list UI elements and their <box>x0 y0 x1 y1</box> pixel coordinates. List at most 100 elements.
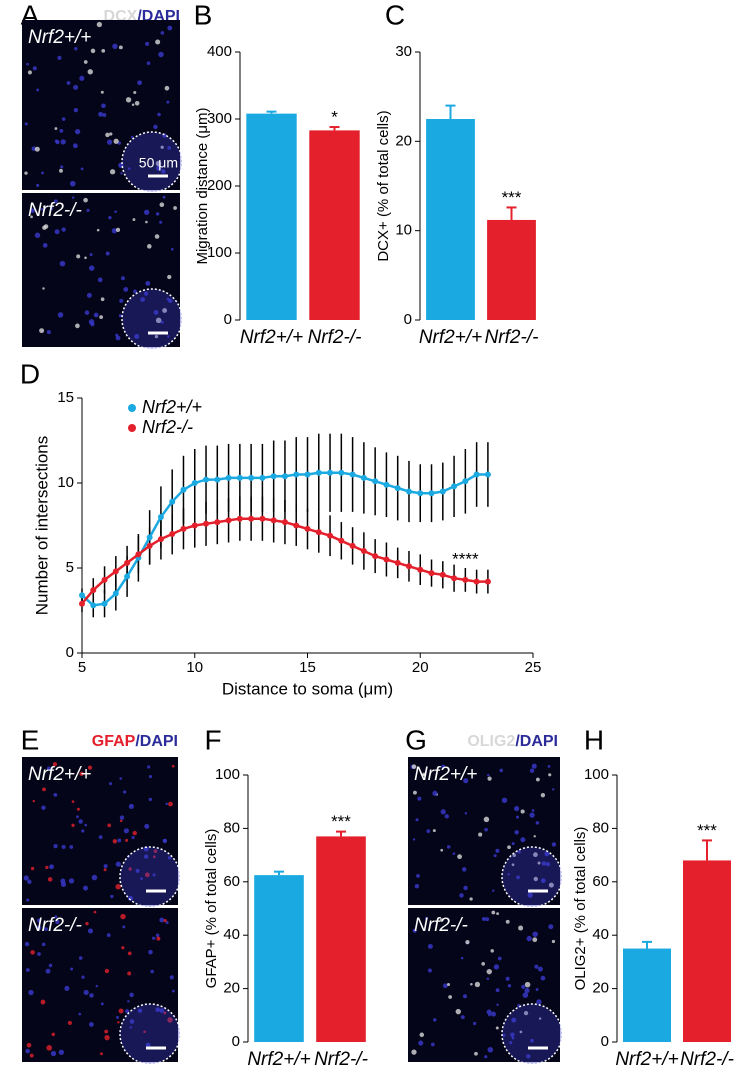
y-tick-label: 10 <box>395 222 412 239</box>
nucleus <box>86 292 92 298</box>
y-tick-label: 400 <box>207 43 232 60</box>
nucleus <box>83 60 88 64</box>
nucleus <box>32 799 36 803</box>
nucleus <box>148 797 153 802</box>
nucleus <box>551 842 557 847</box>
nucleus <box>548 773 552 777</box>
nucleus <box>95 984 99 988</box>
nucleus <box>481 917 486 921</box>
y-axis-label: DCX+ (% of total cells) <box>375 110 392 261</box>
y-axis-label: Number of intersections <box>32 436 51 616</box>
x-axis-label: Distance to soma (μm) <box>222 679 393 698</box>
neurosphere-outline <box>501 846 563 908</box>
nucleus <box>115 335 121 341</box>
nucleus <box>496 1003 499 1007</box>
x-tick-label: Nrf2-/- <box>308 327 362 348</box>
nucleus <box>490 1011 497 1017</box>
nucleus <box>515 815 519 819</box>
nucleus <box>540 878 546 884</box>
nucleus <box>524 981 531 988</box>
nucleus <box>87 928 94 934</box>
nucleus <box>58 1049 65 1055</box>
nucleus <box>89 253 93 257</box>
nucleus <box>533 835 536 838</box>
nucleus <box>154 234 160 239</box>
nucleus <box>488 1013 491 1017</box>
nucleus <box>460 956 464 960</box>
x-tick-label: 10 <box>186 659 203 676</box>
micrograph <box>22 908 178 1062</box>
micrograph <box>22 20 180 190</box>
y-tick-label: 15 <box>57 389 74 406</box>
nucleus <box>537 861 541 865</box>
nucleus <box>455 1008 461 1015</box>
nucleus <box>165 802 169 806</box>
nucleus <box>46 1045 53 1051</box>
nucleus <box>137 1008 143 1013</box>
data-point <box>405 563 412 570</box>
data-point <box>191 480 198 486</box>
nucleus <box>461 867 467 872</box>
nucleus <box>510 1032 515 1037</box>
nucleus <box>30 215 33 219</box>
nucleus <box>100 1002 104 1006</box>
data-point <box>327 532 334 539</box>
nucleus <box>533 852 538 858</box>
nucleus <box>144 823 150 829</box>
nucleus <box>25 968 30 972</box>
nucleus <box>42 787 46 792</box>
nucleus <box>112 839 118 844</box>
data-point <box>79 600 85 607</box>
nucleus <box>73 107 79 113</box>
nucleus <box>119 777 122 780</box>
nucleus <box>156 936 161 941</box>
nucleus <box>127 167 131 170</box>
data-point <box>146 534 153 541</box>
data-point <box>281 473 288 480</box>
nucleus <box>105 132 110 138</box>
nucleus <box>115 227 121 232</box>
neurosphere-outline <box>119 1003 181 1065</box>
nucleus <box>137 80 142 86</box>
nucleus <box>505 976 510 981</box>
nucleus <box>147 244 152 249</box>
nucleus <box>533 876 538 882</box>
nucleus <box>509 1041 513 1045</box>
nucleus <box>71 823 75 827</box>
nucleus <box>30 866 35 871</box>
error-bar <box>329 126 340 131</box>
nucleus <box>544 851 550 857</box>
nucleus <box>502 1033 506 1037</box>
y-tick-label: 0 <box>404 311 412 328</box>
nucleus <box>97 277 103 283</box>
legend-marker <box>128 424 136 432</box>
nucleus <box>41 805 46 810</box>
data-point <box>270 517 277 524</box>
error-bar <box>266 110 277 114</box>
nucleus <box>155 39 161 45</box>
nucleus <box>478 832 483 837</box>
data-point <box>349 471 356 478</box>
nucleus <box>30 208 35 213</box>
nucleus <box>70 967 74 971</box>
neurosphere-outline <box>501 1003 563 1065</box>
nucleus <box>148 949 153 955</box>
nucleus <box>27 879 32 885</box>
nucleus <box>48 963 53 968</box>
nucleus <box>60 165 64 169</box>
nucleus <box>535 777 540 782</box>
nucleus <box>84 310 90 315</box>
panel-letter: F <box>204 724 221 755</box>
nucleus <box>104 968 110 974</box>
nucleus <box>29 1053 34 1058</box>
nucleus <box>129 1019 135 1024</box>
nucleus <box>130 135 134 139</box>
x-tick-label: 15 <box>299 659 316 676</box>
nucleus <box>50 1050 57 1057</box>
nucleus <box>101 48 106 53</box>
nucleus <box>164 85 170 91</box>
nucleus <box>481 962 486 966</box>
nucleus <box>114 210 117 213</box>
data-point <box>146 542 153 549</box>
